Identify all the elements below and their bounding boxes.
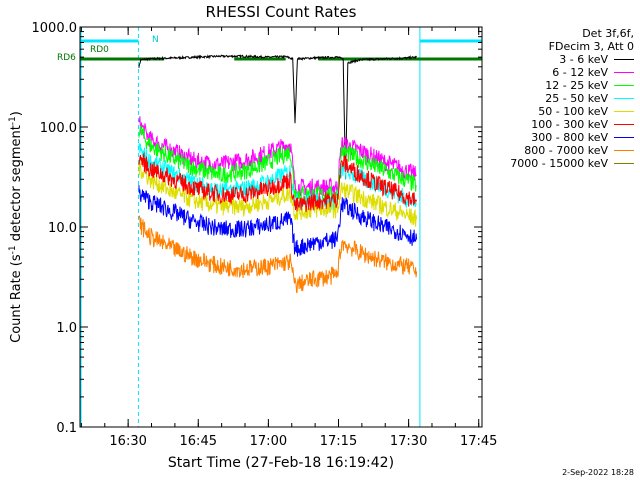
legend-swatch-0 xyxy=(614,59,634,60)
legend-entry-6: 300 - 800 keV xyxy=(478,131,634,144)
legend-label-2: 12 - 25 keV xyxy=(545,79,608,92)
legend-entry-0: 3 - 6 keV xyxy=(478,53,634,66)
rd6-label: RD6 xyxy=(57,53,76,63)
legend-label-6: 300 - 800 keV xyxy=(531,131,608,144)
legend-swatch-5 xyxy=(614,124,634,125)
legend-swatch-6 xyxy=(614,137,634,138)
legend-label-1: 6 - 12 keV xyxy=(552,66,608,79)
y-tick-label-0: 0.1 xyxy=(56,421,77,436)
x-tick-label-0: 16:30 xyxy=(109,434,146,449)
legend-header-line2: FDecim 3, Att 0 xyxy=(548,40,634,53)
series-line-0 xyxy=(138,54,417,180)
legend-entry-3: 25 - 50 keV xyxy=(478,92,634,105)
legend-label-0: 3 - 6 keV xyxy=(559,53,608,66)
y-axis-label-close: ) xyxy=(9,111,24,116)
legend-label-8: 7000 - 15000 keV xyxy=(510,157,608,170)
y-axis-label-sup: -1 xyxy=(8,245,18,254)
y-tick-label-4: 1000.0 xyxy=(32,21,78,36)
legend-swatch-4 xyxy=(614,111,634,112)
legend-swatch-2 xyxy=(614,85,634,86)
series-line-2 xyxy=(138,125,417,204)
chart-title: RHESSI Count Rates xyxy=(206,3,357,21)
legend-entry-2: 12 - 25 keV xyxy=(478,79,634,92)
x-axis: 16:30 16:45 17:00 17:15 17:30 17:45 xyxy=(80,27,497,449)
x-axis-label: Start Time (27-Feb-18 16:19:42) xyxy=(168,455,394,471)
footer-date: 2-Sep-2022 18:28 xyxy=(562,468,634,477)
legend-label-7: 800 - 7000 keV xyxy=(524,144,608,157)
legend-label-3: 25 - 50 keV xyxy=(545,92,608,105)
x-tick-label-3: 17:15 xyxy=(320,434,357,449)
legend-label-5: 100 - 300 keV xyxy=(531,118,608,131)
legend-swatch-8 xyxy=(614,163,634,164)
series-line-7 xyxy=(138,215,418,294)
legend-swatch-7 xyxy=(614,150,634,151)
y-axis: 0.1 1.0 10.0 100.0 1000.0 xyxy=(32,21,482,436)
y-axis-label-tail: detector segment xyxy=(9,125,24,245)
x-tick-label-1: 16:45 xyxy=(180,434,217,449)
y-axis-label: Count Rate (s-1 detector segment-1) xyxy=(8,111,24,343)
x-tick-label-2: 17:00 xyxy=(250,434,287,449)
legend-entry-1: 6 - 12 keV xyxy=(478,66,634,79)
y-tick-label-3: 100.0 xyxy=(40,121,77,136)
legend-entry-5: 100 - 300 keV xyxy=(478,118,634,131)
series-line-6 xyxy=(138,185,418,257)
n-marker-label: N xyxy=(152,35,159,45)
y-tick-label-2: 10.0 xyxy=(48,221,77,236)
legend-header-line1: Det 3f,6f, xyxy=(582,27,634,40)
y-axis-label-main: Count Rate (s xyxy=(9,254,24,343)
legend-swatch-3 xyxy=(614,98,634,99)
rd0-label: RD0 xyxy=(90,45,109,55)
legend-entry-7: 800 - 7000 keV xyxy=(478,144,634,157)
legend-rows: 3 - 6 keV 6 - 12 keV 12 - 25 keV 25 - 50 ke… xyxy=(478,53,634,170)
legend: Det 3f,6f, FDecim 3, Att 0 3 - 6 keV 6 - … xyxy=(478,27,634,170)
legend-entry-4: 50 - 100 keV xyxy=(478,105,634,118)
series-line-5 xyxy=(138,151,418,213)
x-tick-label-5: 17:45 xyxy=(460,434,497,449)
legend-swatch-1 xyxy=(614,72,634,73)
y-tick-label-1: 1.0 xyxy=(56,321,77,336)
x-tick-label-4: 17:30 xyxy=(390,434,427,449)
series-layer xyxy=(138,54,418,294)
legend-label-4: 50 - 100 keV xyxy=(538,105,608,118)
legend-entry-8: 7000 - 15000 keV xyxy=(478,157,634,170)
y-axis-label-sup2: -1 xyxy=(8,116,18,125)
